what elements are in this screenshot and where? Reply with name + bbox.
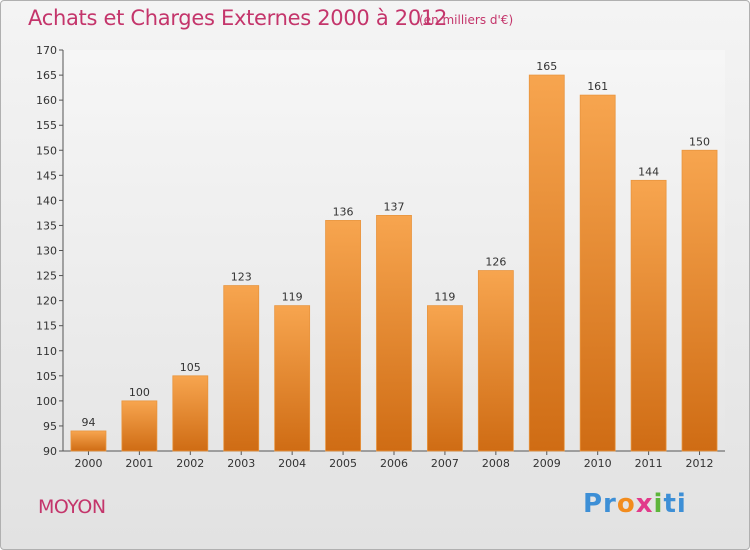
y-tick-label: 110 [36,345,57,358]
x-axis: 2000 2001 2002 2003 2004 2005 2006 2007 2008 2009… [63,450,725,470]
x-tick-label: 2008 [482,457,510,470]
data-label: 161 [587,80,608,93]
bar [223,285,260,452]
data-label: 119 [434,291,455,304]
x-tick-label: 2002 [176,457,204,470]
bars [70,74,718,452]
data-label: 119 [282,291,303,304]
chart-subtitle: (en milliers d'€) [419,13,514,27]
bar [325,220,361,452]
y-axis: 90 95 100 105 110 115 120 125 130 135 140 145 150 155… [36,44,64,458]
x-tick-label: 2000 [74,457,102,470]
data-labels: 94 100 105 123 119 136 137 119 126 165 161 144 150 [81,60,710,429]
y-tick-label: 155 [36,119,57,132]
data-label: 136 [333,205,354,218]
x-tick-label: 2001 [125,457,153,470]
bar [579,94,616,452]
x-tick-label: 2009 [533,457,561,470]
y-tick-label: 170 [36,44,57,57]
logo-part: i [653,489,664,519]
y-tick-label: 160 [36,94,57,107]
y-tick-label: 100 [36,395,57,408]
bar [630,179,667,452]
data-label: 123 [231,271,252,284]
x-tick-label: 2006 [380,457,408,470]
y-tick-label: 140 [36,194,57,207]
data-label: 165 [536,60,557,73]
x-tick-label: 2011 [635,457,663,470]
y-tick-label: 125 [36,270,57,283]
bar [427,305,463,452]
x-tick-label: 2005 [329,457,357,470]
x-tick-label: 2007 [431,457,459,470]
bar [477,270,514,452]
logo-part: ti [663,489,687,519]
y-tick-label: 130 [36,245,57,258]
bar [681,149,718,452]
chart-title: Achats et Charges Externes 2000 à 2012 [28,6,448,30]
y-tick-label: 115 [36,320,57,333]
x-tick-label: 2004 [278,457,306,470]
y-tick-label: 150 [36,144,57,157]
bar [172,375,209,452]
logo-part: o [616,489,636,519]
y-tick-label: 135 [36,219,57,232]
data-label: 100 [129,386,150,399]
logo-part: Pr [583,489,617,519]
y-tick-label: 165 [36,69,57,82]
y-tick-label: 95 [43,420,57,433]
x-tick-label: 2003 [227,457,255,470]
bar [121,400,158,452]
bar [528,74,565,452]
x-tick-label: 2010 [584,457,612,470]
bar [70,430,107,452]
proxiti-logo: Proxiti [583,489,687,519]
data-label: 94 [81,416,95,429]
data-label: 126 [485,256,506,269]
bar [274,305,311,452]
data-label: 137 [384,200,405,213]
data-label: 105 [180,361,201,374]
data-label: 144 [638,165,659,178]
logo-part: x [635,489,654,519]
bar [376,215,412,452]
x-tick-label: 2012 [686,457,714,470]
y-tick-label: 120 [36,295,57,308]
y-tick-label: 90 [43,445,57,458]
data-label: 150 [689,135,710,148]
commune-name: MOYON [38,496,106,518]
y-tick-label: 145 [36,169,57,182]
y-tick-label: 105 [36,370,57,383]
